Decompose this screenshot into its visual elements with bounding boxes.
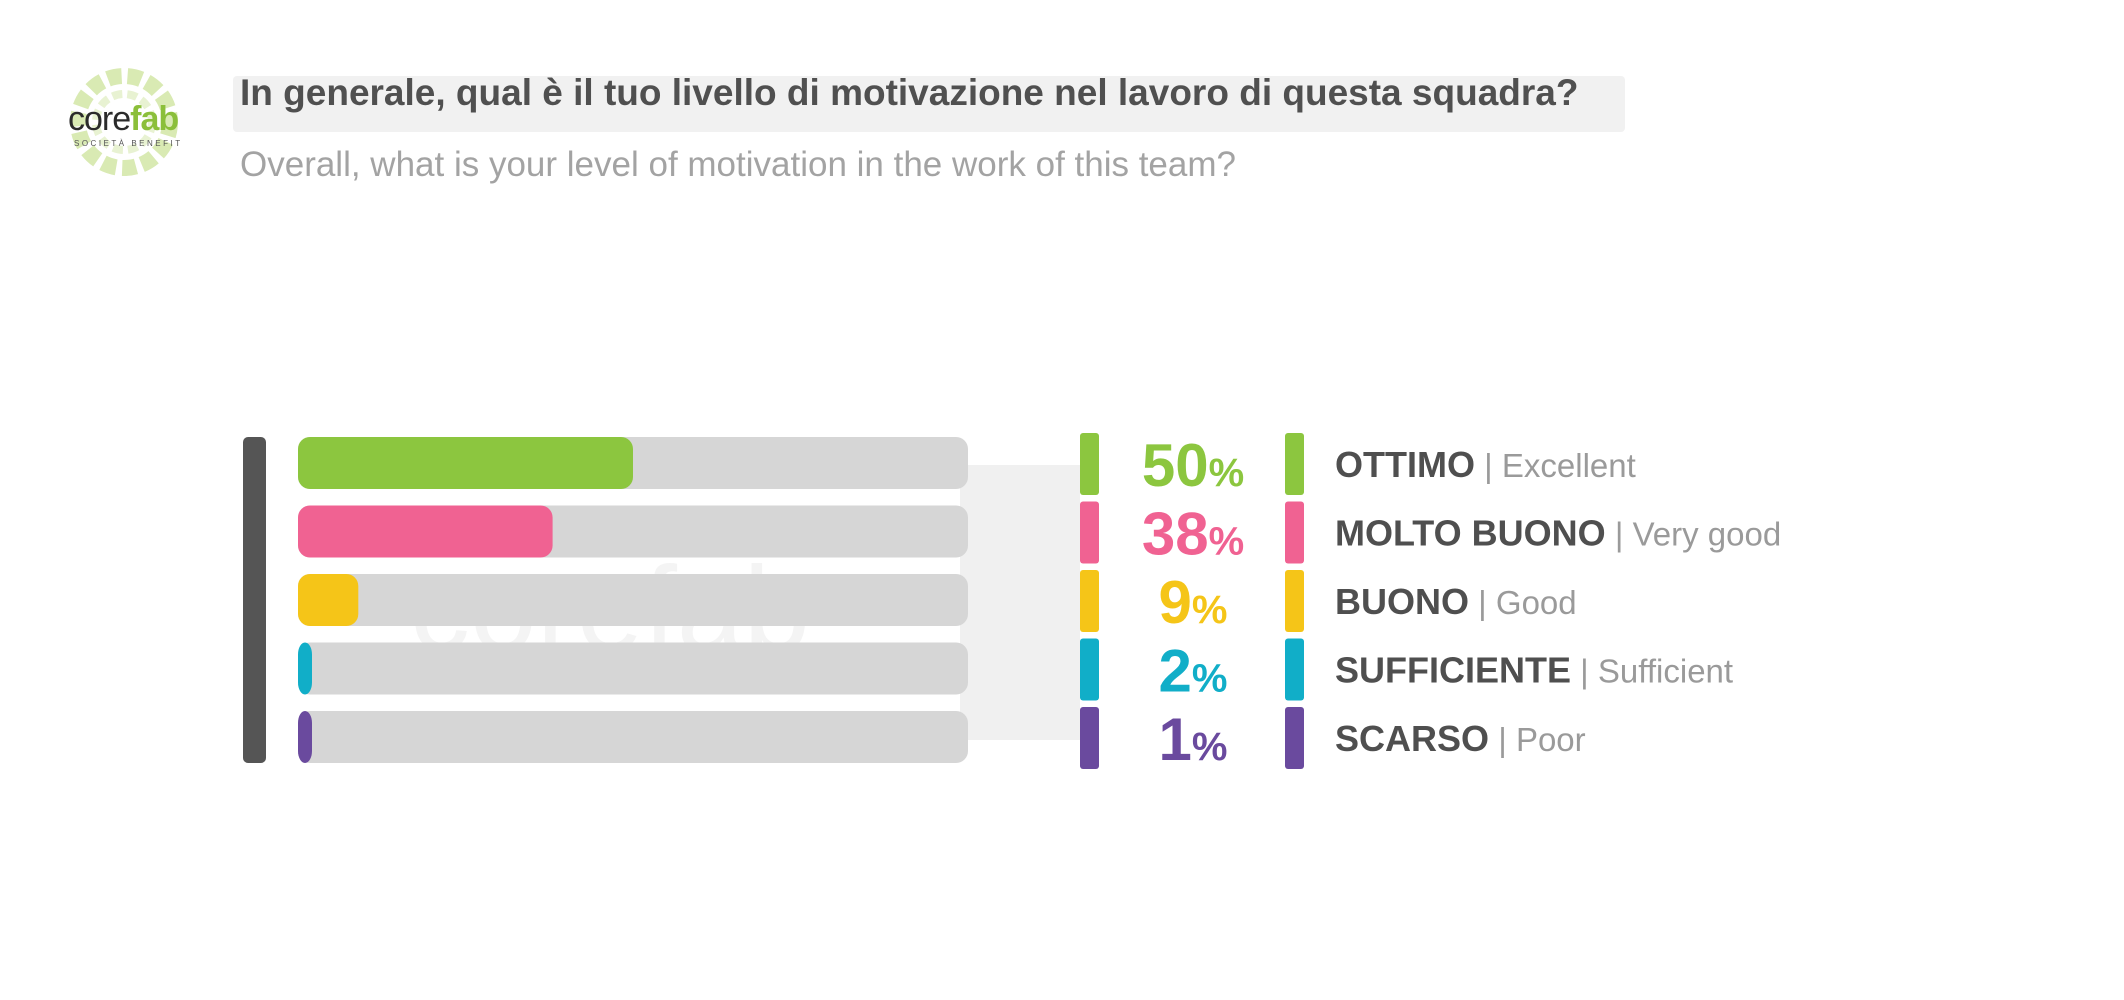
- data-label: 9%: [1159, 569, 1228, 636]
- bar: [298, 505, 553, 558]
- category-label: SUFFICIENTE | Sufficient: [1335, 650, 1733, 691]
- bar: [298, 574, 359, 626]
- bar-track: [298, 642, 968, 695]
- logo-core-text: core: [68, 100, 131, 138]
- logo-fab-text: fab: [130, 100, 179, 138]
- percent-marker: [1080, 501, 1099, 564]
- data-label: 50%: [1142, 432, 1244, 499]
- data-label: 1%: [1159, 706, 1228, 773]
- bar-track: [298, 574, 968, 626]
- chart-connector-panel: [960, 465, 1080, 740]
- percent-marker: [1080, 707, 1099, 769]
- data-label: 2%: [1159, 638, 1228, 705]
- category-label: SCARSO | Poor: [1335, 718, 1586, 759]
- bar: [298, 642, 312, 695]
- title-highlight: [233, 76, 1625, 132]
- y-axis-line: [243, 437, 266, 763]
- percent-marker: [1080, 433, 1099, 495]
- label-marker: [1285, 433, 1304, 495]
- percent-marker: [1080, 570, 1099, 632]
- label-marker: [1285, 570, 1304, 632]
- category-label: OTTIMO | Excellent: [1335, 444, 1636, 485]
- percent-marker: [1080, 638, 1099, 701]
- bar-track: [298, 711, 968, 763]
- corefab-logo: corefab SOCIETÀ BENEFIT: [62, 56, 202, 186]
- data-label: 38%: [1142, 501, 1244, 568]
- label-marker: [1285, 501, 1304, 564]
- logo-wordmark: corefab: [68, 100, 179, 139]
- gear-icon: [70, 68, 178, 176]
- logo-subtitle: SOCIETÀ BENEFIT: [74, 139, 183, 148]
- category-label: MOLTO BUONO | Very good: [1335, 513, 1781, 554]
- label-marker: [1285, 638, 1304, 701]
- page-title: In generale, qual è il tuo livello di mo…: [240, 72, 1579, 113]
- category-label: BUONO | Good: [1335, 581, 1577, 622]
- label-marker: [1285, 707, 1304, 769]
- bar: [298, 711, 312, 763]
- bar: [298, 437, 633, 489]
- page-subtitle: Overall, what is your level of motivatio…: [240, 145, 1236, 184]
